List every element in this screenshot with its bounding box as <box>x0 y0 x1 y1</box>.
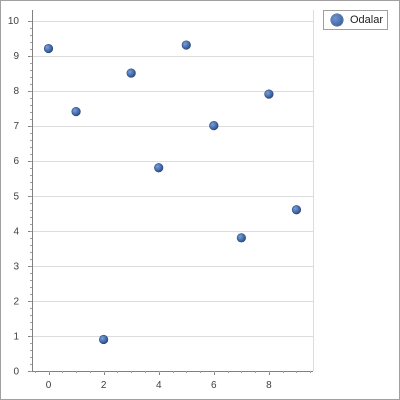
y-tick-label: 8 <box>13 86 19 97</box>
data-point <box>181 40 191 50</box>
y-tick-label: 10 <box>8 16 20 27</box>
y-tick-label: 9 <box>13 51 19 62</box>
y-tick-label: 6 <box>13 156 19 167</box>
y-tick-label: 1 <box>13 331 19 342</box>
y-tick-label: 3 <box>13 261 19 272</box>
x-tick-label: 4 <box>156 380 162 391</box>
y-tick-label: 2 <box>13 296 19 307</box>
legend-series-label: Odalar <box>350 14 384 26</box>
data-point <box>71 107 81 117</box>
data-point <box>236 233 246 243</box>
x-tick-label: 6 <box>211 380 217 391</box>
data-point <box>99 334 109 345</box>
legend-marker-icon <box>331 14 343 26</box>
data-point <box>154 163 164 173</box>
x-tick-label: 8 <box>266 380 272 391</box>
chart-legend: Odalar <box>323 10 388 30</box>
axes <box>28 10 313 375</box>
data-point <box>209 121 219 131</box>
tick-labels: 0 1 2 3 4 5 6 7 8 9 10 0 2 4 6 8 <box>8 16 272 391</box>
data-point <box>291 205 302 215</box>
data-point <box>43 43 54 54</box>
y-tick-label: 0 <box>13 367 19 378</box>
y-tick-label: 7 <box>13 121 19 132</box>
grid-lines <box>32 10 314 371</box>
data-point <box>264 89 274 99</box>
y-tick-label: 4 <box>13 226 19 237</box>
x-tick-label: 2 <box>101 380 107 391</box>
y-tick-label: 5 <box>13 191 19 202</box>
data-point <box>126 68 136 78</box>
x-tick-label: 0 <box>46 380 52 391</box>
data-points <box>43 40 302 345</box>
